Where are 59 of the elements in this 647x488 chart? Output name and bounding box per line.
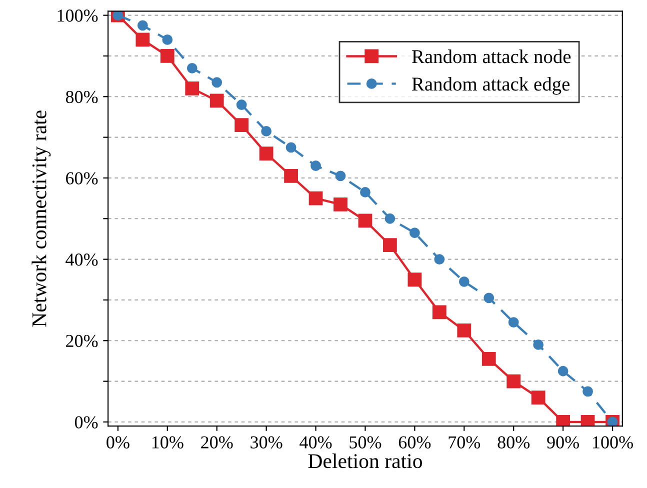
point xyxy=(432,305,446,320)
y-axis-title: Network connectivity rate xyxy=(32,110,51,327)
point xyxy=(558,366,568,376)
y-tick-label: 40% xyxy=(66,254,98,266)
point xyxy=(335,170,346,182)
point xyxy=(236,100,247,110)
x-tick-label: 0% xyxy=(106,436,130,449)
point xyxy=(308,191,323,206)
point xyxy=(580,415,595,426)
point xyxy=(310,160,321,171)
x-tick-label: 10% xyxy=(152,436,184,449)
point xyxy=(210,94,224,108)
x-tick-label: 100% xyxy=(593,436,633,449)
point xyxy=(508,317,519,328)
point xyxy=(261,126,272,136)
y-tick-label: 80% xyxy=(66,90,98,104)
point xyxy=(360,186,370,198)
y-tick-label: 0% xyxy=(74,416,98,428)
y-tick-label: 100% xyxy=(58,10,98,22)
point xyxy=(556,415,570,426)
point xyxy=(162,34,173,45)
x-tick-label: 40% xyxy=(300,436,332,449)
point xyxy=(533,339,544,350)
point xyxy=(582,386,593,397)
point xyxy=(185,82,200,96)
point xyxy=(531,390,546,404)
x-tick-label: 20% xyxy=(201,436,233,449)
point xyxy=(284,168,298,183)
point xyxy=(334,197,348,212)
point xyxy=(409,228,420,238)
point xyxy=(506,374,521,388)
x-tick-label: 70% xyxy=(448,436,480,449)
point xyxy=(383,238,397,252)
point xyxy=(408,272,422,287)
y-tick-label: 60% xyxy=(66,172,98,184)
point xyxy=(212,77,222,88)
point xyxy=(136,32,150,47)
x-axis-title: Deletion ratio xyxy=(308,454,422,468)
x-tick-label: 60% xyxy=(398,436,431,449)
point xyxy=(457,324,472,338)
point xyxy=(358,214,372,228)
x-tick-label: 90% xyxy=(547,436,579,449)
y-tick-label: 20% xyxy=(66,334,98,348)
point xyxy=(286,142,296,153)
x-tick-label: 80% xyxy=(498,436,530,449)
point xyxy=(186,62,198,74)
x-tick-label: 30% xyxy=(250,436,282,449)
x-tick-label: 50% xyxy=(350,436,382,449)
point xyxy=(482,352,496,366)
legend-label: Random attack edge xyxy=(412,77,570,95)
point xyxy=(384,213,396,224)
point xyxy=(137,20,148,31)
point xyxy=(259,146,274,160)
legend-label: Random attack node xyxy=(412,50,571,64)
point xyxy=(234,118,249,132)
point xyxy=(434,254,445,264)
point xyxy=(458,276,470,287)
point xyxy=(484,292,494,304)
point xyxy=(160,49,174,63)
